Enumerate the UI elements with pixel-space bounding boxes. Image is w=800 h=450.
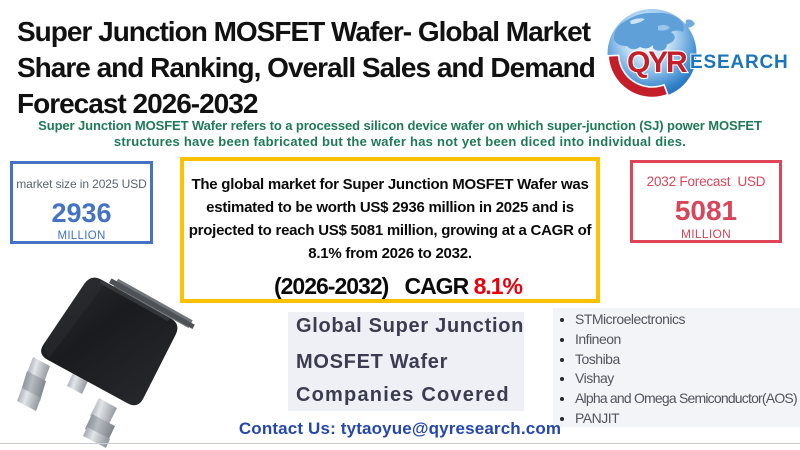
svg-text:ESEARCH: ESEARCH [690,52,789,73]
svg-text:QYR: QYR [627,46,688,79]
